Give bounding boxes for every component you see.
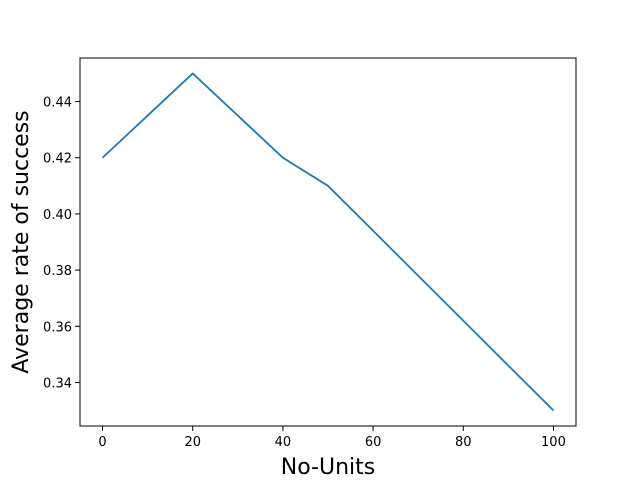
y-tick-label: 0.44 [43,96,72,111]
y-axis-title: Average rate of success [9,110,34,373]
x-tick-label: 60 [365,435,382,450]
y-tick-label: 0.42 [43,152,72,167]
y-tick-label: 0.36 [43,320,72,335]
x-tick-label: 100 [541,435,566,450]
x-tick-label: 40 [275,435,292,450]
y-tick-label: 0.38 [43,264,72,279]
plot-frame [79,57,577,427]
series-group [101,72,555,412]
y-tick-label: 0.40 [43,208,72,223]
y-axis-ticks: 0.34 0.36 0.38 0.40 0.42 0.44 [43,96,80,391]
x-tick-label: 20 [184,435,201,450]
x-tick-label: 0 [98,435,106,450]
x-axis-title: No-Units [281,455,376,480]
x-axis-ticks: 0 20 40 60 80 100 [98,426,566,450]
y-tick-label: 0.34 [43,376,72,391]
x-tick-label: 80 [455,435,472,450]
series-line [101,72,555,412]
